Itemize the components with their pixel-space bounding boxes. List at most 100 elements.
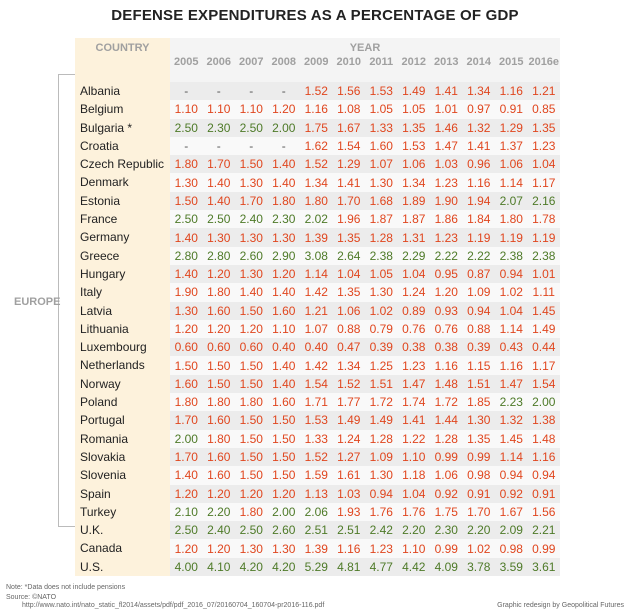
value-cell: 0.95: [434, 267, 458, 282]
value-cell: 1.70: [337, 193, 361, 208]
value-cell: 1.23: [402, 358, 426, 373]
value-cell: 1.39: [304, 230, 328, 245]
value-cell: 1.56: [337, 84, 361, 99]
value-cell: 0.76: [402, 322, 426, 336]
value-cell: 1.68: [369, 193, 393, 208]
value-cell: 1.24: [402, 285, 426, 300]
value-cell: 1.23: [434, 230, 458, 245]
value-cell: 1.53: [304, 413, 328, 428]
value-cell: 1.30: [272, 230, 296, 245]
country-name: Canada: [75, 539, 170, 558]
year-tick-label: 2005: [174, 56, 199, 68]
value-cell: 1.30: [239, 175, 263, 190]
value-cell: 1.40: [239, 285, 263, 300]
value-cell: 1.93: [337, 504, 361, 519]
table-row: Greece 2.80 2.80 2.60 2.90 3.08 2.64 2.38 2.29 2.…: [75, 246, 560, 265]
year-tick-label: 2009: [304, 56, 329, 68]
value-cell: 2.80: [207, 248, 231, 263]
value-cell: 1.54: [304, 376, 328, 391]
value-cell: 1.09: [467, 285, 491, 300]
value-cell: 1.42: [304, 285, 328, 300]
value-cell: 1.20: [207, 322, 231, 336]
table-row: Canada 1.20 1.20 1.30 1.30 1.39 1.16 1.23 1.10 0.…: [75, 539, 560, 558]
value-cell: 1.50: [239, 431, 263, 446]
year-tick-label: 2006: [206, 56, 231, 68]
value-cell: 4.20: [272, 559, 296, 574]
value-cell: 1.10: [207, 102, 231, 117]
year-columns: 2005 2006 2007 2008 2009 2010 2011 2012 2013 2014…: [170, 56, 560, 68]
value-cell: 1.16: [499, 84, 523, 99]
value-cell: 1.07: [369, 157, 393, 172]
country-name: Hungary: [75, 264, 170, 284]
value-cell: 2.30: [207, 120, 231, 135]
value-cell: 0.99: [532, 541, 556, 556]
value-cell: 1.20: [174, 322, 198, 336]
value-cell: 2.40: [239, 212, 263, 227]
value-cell: 1.23: [434, 175, 458, 190]
value-cell: 2.06: [304, 504, 328, 519]
value-cell: 2.20: [207, 504, 231, 519]
value-cell: 0.60: [174, 340, 198, 355]
value-cell: 0.38: [434, 340, 458, 355]
value-cell: 0.92: [434, 486, 458, 501]
value-cell: 0.93: [434, 303, 458, 318]
country-header-bg: [75, 38, 170, 82]
country-name: Bulgaria *: [75, 118, 170, 137]
group-label-europe: EUROPE: [14, 296, 61, 308]
country-name: Turkey: [75, 502, 170, 522]
year-tick-label: 2008: [271, 56, 296, 68]
year-tick-label: 2012: [401, 56, 426, 68]
value-cell: 4.09: [434, 559, 458, 574]
value-cell: 1.30: [207, 230, 231, 245]
value-cell: 1.41: [402, 413, 426, 428]
value-cell: 1.80: [272, 193, 296, 208]
value-cell: 1.23: [532, 139, 556, 154]
table-row: Denmark 1.30 1.40 1.30 1.40 1.34 1.41 1.30 1.34 1…: [75, 173, 560, 192]
value-cell: 1.47: [434, 139, 458, 154]
value-cell: 1.52: [304, 84, 328, 99]
table-row: Estonia 1.50 1.40 1.70 1.80 1.80 1.70 1.68 1.89 1…: [75, 191, 560, 211]
value-cell: 2.30: [434, 523, 458, 538]
source-url[interactable]: http://www.nato.int/nato_static_fl2014/a…: [22, 602, 325, 609]
value-cell: 1.35: [337, 285, 361, 300]
country-name: U.S.: [75, 557, 170, 577]
value-cell: 1.30: [467, 413, 491, 428]
value-cell: 1.75: [304, 120, 328, 135]
country-name: Netherlands: [75, 356, 170, 375]
value-cell: 1.60: [369, 139, 393, 154]
table-row: Romania 2.00 1.80 1.50 1.50 1.33 1.24 1.28 1.22 1…: [75, 429, 560, 448]
value-cell: 1.40: [272, 157, 296, 172]
value-cell: 1.16: [467, 175, 491, 190]
value-cell: 1.30: [369, 175, 393, 190]
value-cell: 2.90: [272, 248, 296, 263]
value-cell: 5.29: [304, 559, 328, 574]
value-cell: -: [249, 84, 254, 99]
value-cell: 1.80: [207, 395, 231, 410]
value-cell: 1.50: [207, 376, 231, 391]
value-cell: 1.78: [532, 212, 556, 227]
value-cell: 1.80: [207, 285, 231, 300]
value-cell: 1.50: [272, 468, 296, 483]
value-cell: 4.10: [207, 559, 231, 574]
value-cell: 0.76: [434, 322, 458, 336]
value-cell: 1.14: [499, 175, 523, 190]
value-cell: 1.27: [337, 450, 361, 465]
value-cell: 1.41: [337, 175, 361, 190]
country-name: Albania: [75, 82, 170, 101]
value-cell: 1.16: [532, 450, 556, 465]
value-cell: 1.03: [337, 486, 361, 501]
value-cell: 1.18: [402, 468, 426, 483]
value-cell: 1.40: [272, 285, 296, 300]
value-cell: 3.59: [499, 559, 523, 574]
value-cell: 1.04: [499, 303, 523, 318]
country-name: France: [75, 210, 170, 229]
value-cell: 0.99: [434, 541, 458, 556]
value-cell: 0.38: [402, 340, 426, 355]
table-row: U.K. 2.50 2.40 2.50 2.60 2.51 2.51 2.42 2.20 2.30…: [75, 521, 560, 540]
value-cell: 0.85: [532, 102, 556, 117]
value-cell: 1.70: [174, 450, 198, 465]
value-cell: 1.05: [369, 267, 393, 282]
value-cell: 1.80: [304, 193, 328, 208]
value-cell: 1.60: [272, 395, 296, 410]
value-cell: 1.75: [434, 504, 458, 519]
